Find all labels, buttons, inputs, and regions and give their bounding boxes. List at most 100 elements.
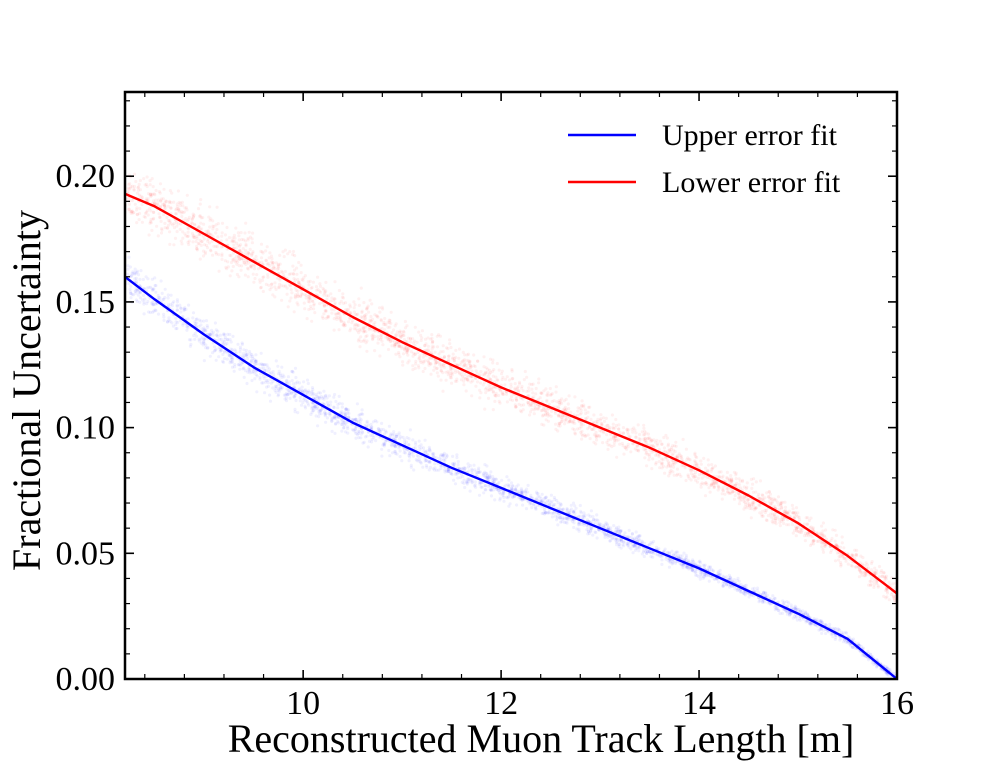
- scatter-point: [173, 236, 178, 240]
- scatter-point: [279, 386, 283, 390]
- scatter-point: [264, 379, 268, 383]
- scatter-point: [617, 542, 622, 547]
- scatter-point: [134, 286, 138, 291]
- scatter-point: [517, 489, 521, 493]
- scatter-point: [479, 370, 483, 374]
- scatter-point: [472, 353, 476, 357]
- scatter-point: [555, 498, 559, 503]
- scatter-point: [617, 543, 621, 547]
- scatter-point: [222, 340, 226, 344]
- scatter-point: [266, 381, 270, 385]
- scatter-point: [426, 348, 431, 352]
- scatter-point: [158, 296, 162, 300]
- scatter-point: [817, 628, 821, 632]
- scatter-point: [648, 550, 652, 554]
- scatter-point: [500, 372, 504, 376]
- scatter-point: [580, 399, 584, 403]
- scatter-point: [502, 491, 506, 495]
- scatter-point: [399, 435, 403, 439]
- scatter-point: [343, 410, 347, 414]
- scatter-point: [185, 208, 189, 212]
- scatter-point: [217, 253, 221, 257]
- scatter-point: [794, 616, 798, 620]
- scatter-point: [237, 234, 241, 238]
- scatter-point: [211, 333, 215, 337]
- scatter-point: [638, 432, 642, 437]
- scatter-point: [632, 544, 636, 548]
- scatter-point: [245, 352, 250, 356]
- scatter-point: [597, 434, 601, 438]
- scatter-point: [853, 646, 857, 651]
- scatter-point: [794, 534, 798, 538]
- scatter-point: [608, 534, 612, 539]
- scatter-point: [442, 356, 446, 360]
- scatter-point: [419, 461, 423, 465]
- scatter-point: [618, 529, 623, 534]
- scatter-point: [368, 426, 372, 430]
- scatter-point: [293, 394, 297, 398]
- scatter-point: [474, 384, 478, 388]
- scatter-point: [744, 583, 748, 588]
- scatter-point: [353, 428, 357, 432]
- scatter-point: [136, 288, 140, 292]
- scatter-point: [693, 570, 697, 574]
- scatter-point: [312, 392, 316, 396]
- scatter-point: [255, 390, 259, 394]
- scatter-point: [438, 454, 443, 458]
- scatter-point: [548, 502, 552, 506]
- scatter-point: [642, 554, 646, 559]
- scatter-point: [306, 390, 310, 395]
- scatter-point: [651, 555, 655, 559]
- scatter-point: [414, 458, 418, 462]
- scatter-point: [550, 499, 554, 503]
- scatter-point: [392, 432, 396, 436]
- scatter-point: [369, 422, 373, 426]
- scatter-point: [520, 491, 524, 495]
- scatter-point: [820, 545, 824, 549]
- scatter-point: [277, 389, 281, 393]
- scatter-point: [758, 599, 762, 603]
- scatter-point: [569, 507, 574, 511]
- scatter-point: [555, 506, 559, 510]
- scatter-point: [274, 359, 278, 363]
- scatter-point: [267, 370, 271, 374]
- scatter-point: [268, 393, 272, 397]
- scatter-point: [370, 440, 374, 444]
- scatter-point: [486, 484, 490, 488]
- scatter-point: [787, 613, 792, 617]
- scatter-point: [214, 328, 218, 332]
- scatter-point: [166, 293, 170, 297]
- scatter-point: [199, 323, 203, 327]
- scatter-point: [416, 455, 420, 459]
- scatter-point: [194, 334, 199, 338]
- scatter-point: [502, 495, 506, 499]
- scatter-point: [513, 487, 517, 491]
- scatter-point: [525, 375, 529, 379]
- scatter-point: [296, 303, 300, 307]
- scatter-point: [521, 492, 525, 496]
- scatter-point: [311, 388, 315, 392]
- scatter-point: [798, 609, 802, 613]
- scatter-point: [804, 618, 808, 623]
- scatter-point: [230, 365, 235, 369]
- scatter-point: [411, 438, 415, 442]
- scatter-point: [716, 571, 720, 575]
- scatter-point: [431, 467, 435, 471]
- scatter-point: [208, 354, 212, 358]
- scatter-point: [721, 584, 725, 588]
- scatter-point: [360, 310, 364, 315]
- scatter-point: [870, 576, 874, 580]
- scatter-point: [153, 193, 157, 197]
- scatter-point: [573, 511, 577, 516]
- scatter-point: [132, 187, 136, 191]
- scatter-point: [310, 390, 314, 394]
- scatter-point: [151, 185, 155, 189]
- scatter-point: [174, 316, 178, 320]
- scatter-point: [583, 513, 587, 517]
- scatter-point: [683, 557, 687, 561]
- scatter-point: [394, 444, 398, 448]
- scatter-point: [562, 517, 566, 521]
- scatter-point: [178, 319, 182, 323]
- scatter-point: [773, 605, 777, 609]
- scatter-point: [513, 382, 517, 386]
